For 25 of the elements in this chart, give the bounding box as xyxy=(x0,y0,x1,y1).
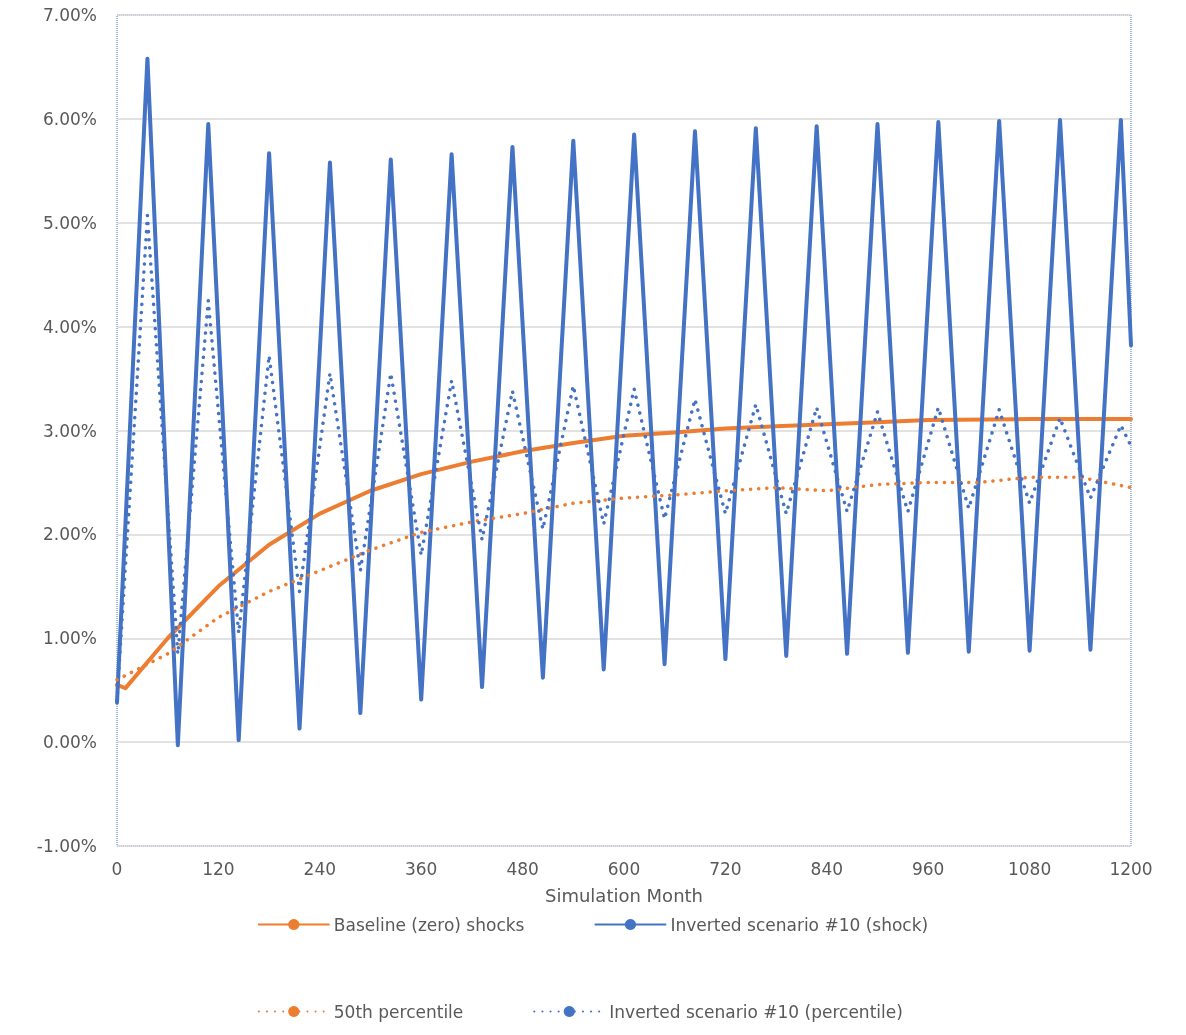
y-tick-label: 2.00% xyxy=(42,524,97,545)
legend-label: 50th percentile xyxy=(333,1001,464,1022)
x-tick-label: 720 xyxy=(709,858,742,879)
y-tick-label: 6.00% xyxy=(42,108,97,129)
y-tick-label: 0.00% xyxy=(42,732,97,753)
x-tick-label: 600 xyxy=(607,858,641,879)
x-axis-title: Simulation Month xyxy=(544,884,704,906)
y-tick-label: 1.00% xyxy=(42,628,97,649)
y-tick-label: 3.00% xyxy=(42,420,97,441)
x-tick-label: 840 xyxy=(810,858,844,879)
y-tick-label: 5.00% xyxy=(42,212,97,233)
x-tick-label: 480 xyxy=(506,858,539,879)
x-tick-label: 360 xyxy=(404,858,438,879)
legend-label: Inverted scenario #10 (shock) xyxy=(670,914,929,935)
y-tick-label: -1.00% xyxy=(36,836,97,856)
x-tick-label: 0 xyxy=(111,858,123,879)
y-tick-label: 7.00% xyxy=(42,5,97,25)
legend-label: Baseline (zero) shocks xyxy=(333,914,525,935)
legend-label: Inverted scenario #10 (percentile) xyxy=(609,1001,903,1022)
x-tick-label: 960 xyxy=(911,858,945,879)
y-tick-label: 4.00% xyxy=(42,316,97,337)
x-tick-label: 1200 xyxy=(1109,858,1153,879)
x-tick-label: 240 xyxy=(303,858,337,879)
x-tick-label: 120 xyxy=(202,858,235,879)
x-tick-label: 1080 xyxy=(1007,858,1052,879)
